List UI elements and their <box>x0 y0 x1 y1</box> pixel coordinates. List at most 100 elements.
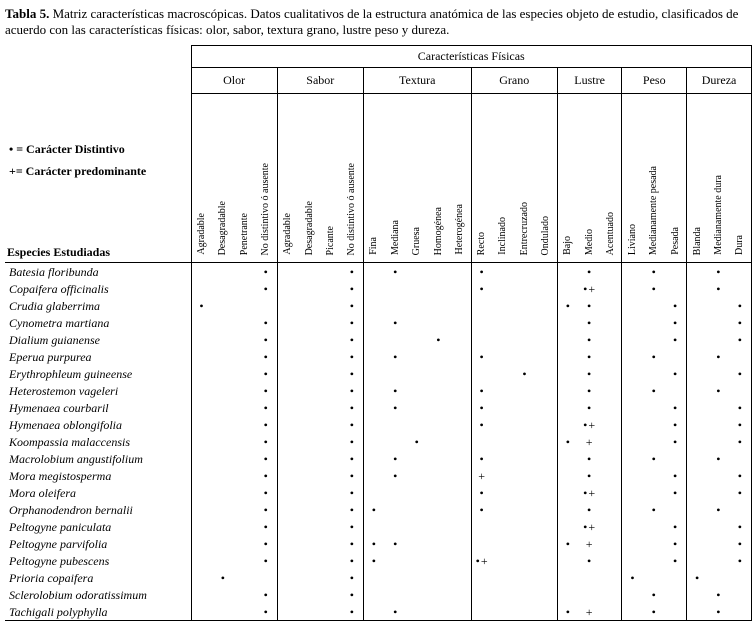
mark-cell <box>643 535 665 552</box>
mark-cell <box>514 535 536 552</box>
mark-cell: • <box>263 519 269 534</box>
mark-cell: • <box>729 297 752 314</box>
mark-cell <box>686 365 709 382</box>
mark-cell <box>276 262 299 280</box>
species-name: Orphanodendron bernalii <box>5 501 192 518</box>
mark-cell: • <box>263 332 269 347</box>
mark-cell <box>276 484 299 501</box>
mark-cell: • <box>362 535 385 552</box>
mark-cell <box>385 501 407 518</box>
mark-cell: •+ <box>583 417 597 432</box>
species-name: Hymenaea courbaril <box>5 399 192 416</box>
mark-cell <box>621 535 644 552</box>
mark-cell <box>600 416 622 433</box>
mark-cell <box>536 399 558 416</box>
mark-cell <box>665 382 687 399</box>
mark-cell <box>234 331 256 348</box>
mark-cell <box>385 552 407 569</box>
mark-cell <box>708 331 730 348</box>
mark-cell <box>621 331 644 348</box>
mark-cell <box>665 586 687 603</box>
mark-cell <box>320 484 342 501</box>
mark-cell: • <box>349 536 355 551</box>
mark-cell: • <box>349 570 355 585</box>
mark-cell <box>299 535 321 552</box>
mark-cell <box>536 569 558 586</box>
mark-cell <box>385 586 407 603</box>
species-row: Koompassia malaccensis • • • • + • • <box>5 433 752 450</box>
mark-cell <box>643 416 665 433</box>
mark-cell <box>556 331 579 348</box>
mark-cell <box>362 365 385 382</box>
mark-cell <box>276 501 299 518</box>
mark-cell <box>686 262 709 280</box>
mark-cell <box>299 314 321 331</box>
mark-cell <box>213 399 235 416</box>
mark-cell <box>406 297 428 314</box>
column-label: Acentuado <box>604 211 616 255</box>
mark-cell: • <box>716 383 722 398</box>
mark-cell <box>406 467 428 484</box>
species-name: Cynometra martiana <box>5 314 192 331</box>
mark-cell <box>213 586 235 603</box>
mark-cell <box>234 501 256 518</box>
mark-cell <box>406 501 428 518</box>
species-row: Batesia floribunda • • • • • • • <box>5 262 752 280</box>
mark-cell <box>514 433 536 450</box>
mark-cell: • <box>349 400 355 415</box>
mark-cell <box>213 331 235 348</box>
mark-cell <box>428 314 450 331</box>
mark-cell <box>299 433 321 450</box>
mark-cell <box>406 280 428 297</box>
mark-cell: • <box>729 365 752 382</box>
mark-cell <box>362 569 385 586</box>
mark-cell <box>600 586 622 603</box>
species-name: Mora megistosperma <box>5 467 192 484</box>
mark-cell <box>493 331 515 348</box>
mark-cell <box>536 365 558 382</box>
species-row: Mora oleifera • • • •+ • • <box>5 484 752 501</box>
species-name: Copaifera officinalis <box>5 280 192 297</box>
mark-cell: • <box>263 366 269 381</box>
mark-cell: • <box>362 501 385 518</box>
mark-cell: • <box>729 314 752 331</box>
mark-cell <box>362 280 385 297</box>
mark-cell: •+ <box>583 519 597 534</box>
mark-cell <box>385 569 407 586</box>
column-label: Penetrante <box>238 212 250 255</box>
mark-cell: • <box>349 349 355 364</box>
mark-cell <box>450 484 472 501</box>
mark-cell <box>320 433 342 450</box>
mark-cell <box>385 297 407 314</box>
mark-cell <box>428 433 450 450</box>
mark-cell <box>406 518 428 535</box>
mark-cell: • <box>587 502 593 517</box>
mark-cell <box>450 569 472 586</box>
mark-cell <box>600 433 622 450</box>
mark-cell <box>320 416 342 433</box>
mark-cell <box>514 262 536 280</box>
mark-cell <box>492 262 515 280</box>
mark-cell: • <box>716 451 722 466</box>
group-header: Peso <box>621 67 687 94</box>
mark-cell <box>493 569 515 586</box>
mark-cell <box>299 331 321 348</box>
mark-cell <box>708 365 730 382</box>
mark-cell <box>362 467 385 484</box>
mark-cell: • <box>729 552 752 569</box>
mark-cell: • <box>190 297 213 314</box>
mark-cell <box>600 518 622 535</box>
mark-cell <box>708 518 730 535</box>
mark-cell <box>276 552 299 569</box>
column-label: Desagradable <box>303 200 315 255</box>
mark-cell <box>514 348 536 365</box>
mark-cell: • <box>716 502 722 517</box>
mark-cell <box>621 262 644 280</box>
mark-cell <box>686 433 709 450</box>
mark-cell <box>234 467 256 484</box>
species-name: Mora oleifera <box>5 484 192 501</box>
mark-cell <box>536 416 558 433</box>
mark-cell: • <box>672 332 679 347</box>
mark-cell <box>428 569 450 586</box>
mark-cell <box>299 501 321 518</box>
